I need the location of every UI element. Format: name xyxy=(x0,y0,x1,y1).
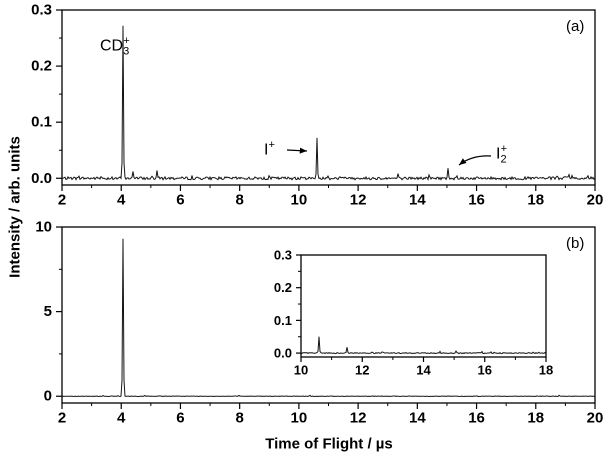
y-tick-label: 0 xyxy=(44,388,52,405)
x-tick-label: 10 xyxy=(291,191,308,208)
formula-base: CD xyxy=(100,37,124,55)
x-tick-label: 12 xyxy=(350,191,367,208)
x-tick-label: 20 xyxy=(587,409,604,426)
formula-sub: 3 xyxy=(123,45,130,58)
y-tick-label: 0.0 xyxy=(31,170,52,187)
y-tick-label: 0.3 xyxy=(31,2,52,19)
x-tick-label: 14 xyxy=(416,363,431,378)
x-tick-label: 12 xyxy=(355,363,369,378)
x-tick-label: 18 xyxy=(527,409,544,426)
x-tick-label: 6 xyxy=(176,409,184,426)
x-tick-label: 12 xyxy=(350,409,367,426)
peak-label-i2plus: I2+ xyxy=(496,144,507,166)
x-tick-label: 20 xyxy=(587,191,604,208)
panel-a-label: (a) xyxy=(566,18,585,35)
y-tick-label: 0.3 xyxy=(274,248,292,263)
y-tick-label: 0.0 xyxy=(274,346,292,361)
y-tick-label: 10 xyxy=(35,219,52,236)
spectrum-trace xyxy=(62,238,596,398)
x-tick-label: 2 xyxy=(58,409,66,426)
x-tick-label: 4 xyxy=(117,409,126,426)
x-tick-label: 4 xyxy=(117,191,126,208)
x-tick-label: 2 xyxy=(58,191,66,208)
formula-sup: + xyxy=(123,35,130,47)
x-tick-label: 8 xyxy=(235,191,243,208)
charts-layer: 2 4 6 8 10 12 14 16 18 200.00.10.20.32 4 6 8 10 12 14 16… xyxy=(31,2,603,427)
y-axis-title: Intensity / arb. units xyxy=(6,136,24,278)
y-tick-label: 0.2 xyxy=(274,280,292,295)
x-tick-label: 18 xyxy=(527,191,544,208)
chart-inset: 10 12 14 16 18 0.0 0.1 0.2 0.3 xyxy=(274,248,553,378)
x-tick-label: 6 xyxy=(176,191,184,208)
chart-panel-b: 2 4 6 8 10 12 14 16 18 20 0 5 10 xyxy=(35,219,603,427)
iplus-arrow xyxy=(286,147,308,154)
y-tick-label: 0.1 xyxy=(31,114,52,131)
plot-frame xyxy=(61,9,596,186)
y-tick-label: 0.1 xyxy=(274,313,292,328)
i2plus-arrow xyxy=(458,155,492,166)
plot-background xyxy=(301,255,546,357)
x-tick-label: 10 xyxy=(294,363,308,378)
x-axis-title: Time of Flight / µs xyxy=(265,435,393,453)
x-tick-label: 14 xyxy=(409,191,426,208)
x-tick-label: 16 xyxy=(468,409,485,426)
formula-base: I xyxy=(264,141,269,159)
peak-label-iplus: I+ xyxy=(264,140,275,158)
x-tick-label: 14 xyxy=(409,409,426,426)
x-tick-label: 16 xyxy=(468,191,485,208)
spectrum-trace xyxy=(300,336,547,355)
formula-sup: + xyxy=(500,143,508,155)
chart-panel-a: 2 4 6 8 10 12 14 16 18 20 0.0 0.1 0.2 0.3 xyxy=(31,2,603,209)
spectrum-trace xyxy=(61,25,596,182)
x-tick-label: 8 xyxy=(235,409,243,426)
y-tick-label: 0.2 xyxy=(31,58,52,75)
annotation-arrows xyxy=(286,147,492,166)
panel-b-label: (b) xyxy=(566,235,585,252)
peak-label-cd3plus: CD3+ xyxy=(100,36,130,58)
x-tick-label: 10 xyxy=(291,409,308,426)
formula-base: I xyxy=(496,145,501,163)
x-tick-label: 16 xyxy=(478,363,492,378)
formula-sub: 2 xyxy=(500,153,507,166)
y-tick-label: 5 xyxy=(44,303,52,320)
formula-sup: + xyxy=(268,139,275,151)
x-tick-label: 18 xyxy=(539,363,553,378)
